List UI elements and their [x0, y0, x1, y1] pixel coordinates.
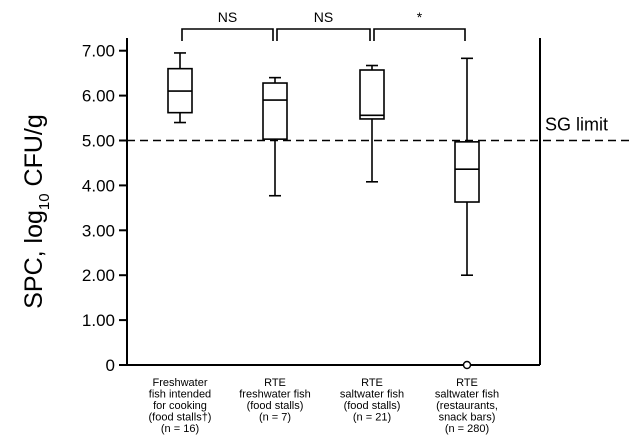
x-category-label-line: (restaurants, — [436, 400, 498, 412]
x-category-label: Freshwater fish intended for cooking (food … — [149, 377, 212, 435]
box — [359, 69, 385, 120]
x-category-label-line: fish intended — [149, 389, 211, 401]
x-category-label-line: saltwater fish — [340, 389, 404, 401]
x-category-label-line: (n = 280) — [445, 423, 489, 435]
x-category-label-line: (n = 7) — [259, 412, 291, 424]
x-category-label: RTE saltwater fish (restaurants, snack bars… — [435, 377, 499, 435]
x-category-label-line: saltwater fish — [435, 389, 499, 401]
significance-bracket — [276, 28, 371, 41]
y-tick-label: 0 — [106, 356, 115, 375]
x-category-label: RTE saltwater fish (food stalls) (n = 21) — [340, 377, 404, 424]
outlier-point — [462, 360, 472, 370]
box — [454, 141, 480, 203]
x-category-label-line: (food stalls†) — [149, 412, 212, 424]
y-axis-label: SPC, log10 CFU/g — [20, 114, 53, 309]
x-category-label-line: (food stalls) — [344, 400, 401, 412]
x-category-label-line: RTE — [361, 377, 383, 389]
x-category-label-line: (food stalls) — [247, 400, 304, 412]
y-tick-label: 4.00 — [82, 176, 115, 195]
reference-line-label: SG limit — [545, 115, 608, 135]
axis-labels: 0 1.00 2.00 3.00 4.00 5.00 6.00 7.00 SPC, log10 … — [20, 9, 608, 435]
plot-marks — [127, 28, 632, 370]
x-category-label-line: snack bars) — [439, 412, 496, 424]
x-category-label: RTE freshwater fish (food stalls) (n = 7) — [239, 377, 311, 424]
significance-label: NS — [218, 9, 237, 25]
box — [262, 82, 288, 140]
y-tick-label: 2.00 — [82, 266, 115, 285]
y-tick-label: 1.00 — [82, 311, 115, 330]
x-category-label-line: RTE — [456, 377, 478, 389]
significance-label: NS — [314, 9, 333, 25]
significance-label: * — [417, 9, 423, 25]
y-tick-label: 3.00 — [82, 221, 115, 240]
y-tick-label: 7.00 — [82, 42, 115, 61]
x-category-label-line: (n = 21) — [353, 412, 391, 424]
y-axis-label-prefix: SPC, log — [20, 210, 48, 309]
y-axis-label-subscript: 10 — [36, 193, 53, 210]
x-category-label-line: for cooking — [153, 400, 207, 412]
y-axis-label-suffix: CFU/g — [20, 114, 48, 193]
x-category-label-line: (n = 16) — [161, 423, 199, 435]
x-category-label-line: RTE — [264, 377, 286, 389]
significance-bracket — [181, 28, 274, 41]
y-tick-label: 6.00 — [82, 87, 115, 106]
x-category-label-line: freshwater fish — [239, 389, 311, 401]
y-tick-label: 5.00 — [82, 132, 115, 151]
x-category-label-line: Freshwater — [152, 377, 207, 389]
significance-bracket — [373, 28, 466, 41]
